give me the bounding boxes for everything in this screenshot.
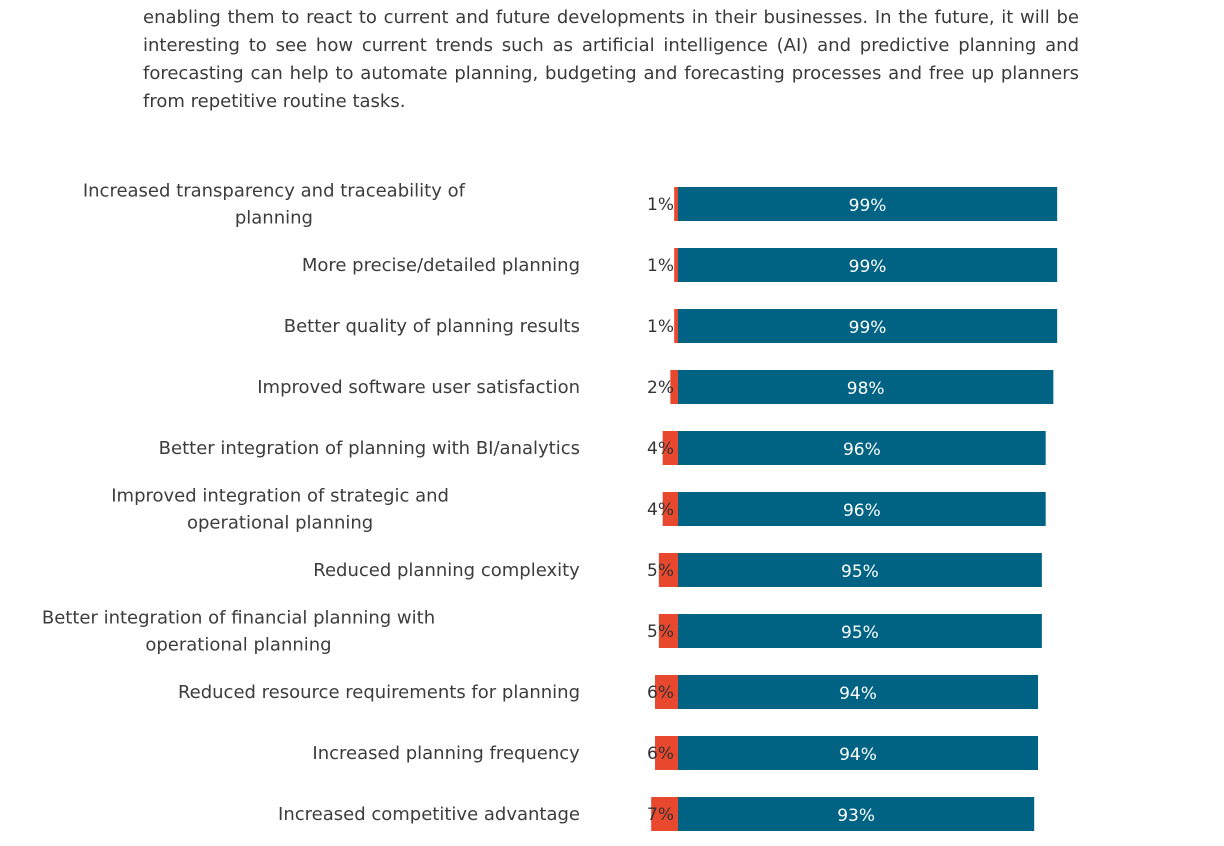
bar-row: Better quality of planning results 1% 99% (284, 309, 1058, 343)
bar-row: Increased transparency and traceability … (83, 181, 1058, 229)
category-label: Increased competitive advantage (278, 804, 580, 825)
positive-value-label: 99% (849, 196, 887, 216)
category-label: Better quality of planning results (284, 316, 580, 337)
category-label-line: Reduced planning complexity (313, 560, 580, 581)
positive-value-label: 95% (841, 562, 879, 582)
positive-value-label: 96% (843, 440, 881, 460)
bar-segment-positive (678, 431, 1046, 465)
bar-segment-positive (678, 492, 1046, 526)
positive-value-label: 95% (841, 623, 879, 643)
bar-segment-positive (678, 553, 1042, 587)
bar-segment-positive (678, 370, 1054, 404)
negative-value-label: 1% (647, 256, 674, 276)
bar-row: Increased competitive advantage 7% 93% (278, 797, 1035, 831)
bar-segment-negative (655, 736, 678, 770)
bar-segment-positive (678, 736, 1039, 770)
negative-value-label: 4% (647, 500, 674, 520)
negative-value-label: 5% (647, 622, 674, 642)
category-label-line: Improved software user satisfaction (257, 377, 580, 398)
intro-paragraph: enabling them to react to current and fu… (143, 7, 1079, 112)
bar-row: Increased planning frequency 6% 94% (312, 736, 1039, 770)
positive-value-label: 99% (849, 257, 887, 277)
category-label-line: planning (235, 208, 313, 229)
bar-segment-negative (670, 370, 678, 404)
bar-segment-positive (678, 187, 1058, 221)
bar-segment-positive (678, 797, 1035, 831)
bar-row: Improved software user satisfaction 2% 98% (257, 370, 1054, 404)
category-label: Increased planning frequency (312, 743, 580, 764)
category-label-line: Increased competitive advantage (278, 804, 580, 825)
bar-segment-negative (658, 553, 678, 587)
negative-value-label: 6% (647, 744, 674, 764)
bar-segment-positive (678, 248, 1058, 282)
positive-value-label: 99% (849, 318, 887, 338)
category-label-line: Increased transparency and traceability … (83, 181, 466, 202)
positive-value-label: 96% (843, 501, 881, 521)
category-label-line: Reduced resource requirements for planni… (178, 682, 580, 703)
bar-segment-positive (678, 675, 1039, 709)
category-label-line: Better quality of planning results (284, 316, 580, 337)
positive-value-label: 98% (847, 379, 885, 399)
bar-row: More precise/detailed planning 1% 99% (302, 248, 1058, 282)
bar-segment-negative (674, 309, 678, 343)
negative-value-label: 1% (647, 195, 674, 215)
category-label-line: operational planning (187, 513, 373, 534)
category-label-line: Improved integration of strategic and (111, 486, 449, 507)
negative-value-label: 5% (647, 561, 674, 581)
category-label: Better integration of financial planning… (42, 608, 435, 656)
category-label: Improved software user satisfaction (257, 377, 580, 398)
bar-segment-negative (674, 187, 678, 221)
negative-value-label: 2% (647, 378, 674, 398)
category-label: Improved integration of strategic and ope… (111, 486, 449, 534)
bar-segment-negative (655, 675, 678, 709)
bar-row: Improved integration of strategic and ope… (111, 486, 1046, 534)
bar-segment-negative (662, 431, 678, 465)
category-label-line: Better integration of financial planning… (42, 608, 435, 629)
bar-row: Reduced resource requirements for planni… (178, 675, 1039, 709)
bar-segment-positive (678, 309, 1058, 343)
bar-segment-negative (658, 614, 678, 648)
bar-row: Reduced planning complexity 5% 95% (313, 553, 1042, 587)
category-label-line: Increased planning frequency (312, 743, 580, 764)
bar-segment-positive (678, 614, 1042, 648)
negative-value-label: 4% (647, 439, 674, 459)
category-label: Increased transparency and traceability … (83, 181, 466, 229)
negative-value-label: 7% (647, 805, 674, 825)
bar-segment-negative (662, 492, 678, 526)
bar-segment-negative (674, 248, 678, 282)
positive-value-label: 93% (837, 806, 875, 826)
positive-value-label: 94% (839, 745, 877, 765)
category-label: Reduced planning complexity (313, 560, 580, 581)
positive-value-label: 94% (839, 684, 877, 704)
category-label: More precise/detailed planning (302, 255, 580, 276)
category-label: Reduced resource requirements for planni… (178, 682, 580, 703)
bar-segment-negative (651, 797, 678, 831)
negative-value-label: 6% (647, 683, 674, 703)
category-label-line: operational planning (145, 635, 331, 656)
category-label-line: Better integration of planning with BI/a… (159, 438, 580, 459)
category-label: Better integration of planning with BI/a… (159, 438, 580, 459)
negative-value-label: 1% (647, 317, 674, 337)
category-label-line: More precise/detailed planning (302, 255, 580, 276)
bar-row: Better integration of planning with BI/a… (159, 431, 1046, 465)
bar-row: Better integration of financial planning… (42, 608, 1042, 656)
